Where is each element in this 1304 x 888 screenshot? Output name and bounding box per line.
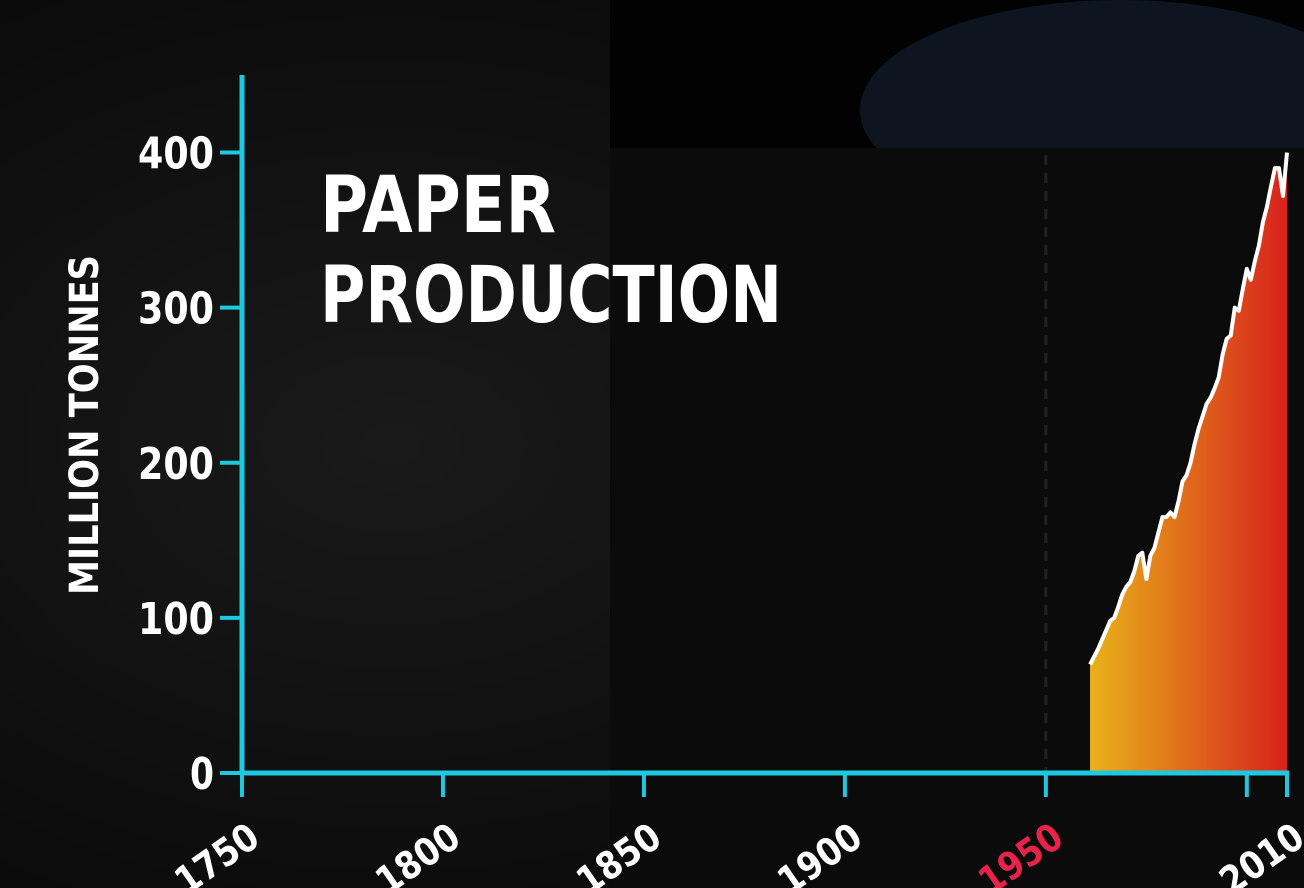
y-tick-label: 100: [138, 594, 214, 645]
line: [1088, 152, 1289, 666]
area: [1090, 152, 1287, 774]
title-line: PAPER: [320, 161, 556, 251]
y-tick-label: 200: [138, 439, 214, 490]
y-tick-label: 0: [190, 749, 214, 800]
title-line: PRODUCTION: [320, 251, 782, 341]
title: PAPER PRODUCTION: [320, 161, 782, 341]
y-axis-label: MILLION TONNES: [62, 255, 108, 595]
y-tick-label: 400: [138, 129, 214, 180]
y-tick-label: 300: [138, 284, 214, 335]
